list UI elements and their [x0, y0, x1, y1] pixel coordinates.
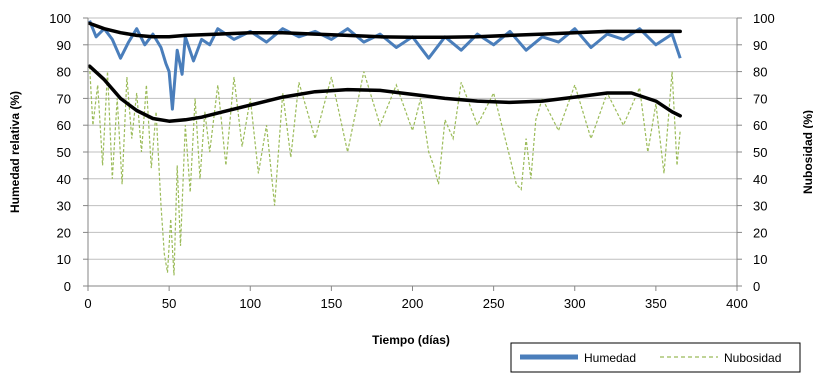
- x-tick-label-4: 200: [402, 296, 424, 311]
- y2-tick-label-6: 60: [753, 118, 767, 133]
- grid-lines: [88, 17, 737, 260]
- x-tick-labels: 0 50 100 150 200 250 300 350 400: [84, 296, 747, 311]
- x-tick-label-7: 350: [645, 296, 667, 311]
- x-tick-label-6: 300: [564, 296, 586, 311]
- y-tick-label-9: 90: [57, 38, 71, 53]
- axes: [83, 17, 742, 291]
- y-tick-label-7: 70: [57, 91, 71, 106]
- x-tick-label-5: 250: [483, 296, 505, 311]
- y2-tick-label-3: 30: [753, 199, 767, 214]
- trend-line-nubosidad: [87, 64, 682, 123]
- nubosidad-series: [89, 66, 681, 276]
- x-axis-label: Tiempo (días): [372, 333, 450, 347]
- trend-line-humedad: [87, 21, 682, 40]
- y2-tick-label-10: 100: [753, 11, 775, 26]
- x-tick-label-8: 400: [726, 296, 748, 311]
- x-tick-label-1: 50: [162, 296, 176, 311]
- y-tick-label-2: 20: [57, 225, 71, 240]
- y2-tick-label-5: 50: [753, 145, 767, 160]
- legend-nubosidad-label: Nubosidad: [724, 351, 781, 365]
- legend-humedad-label: Humedad: [584, 351, 636, 365]
- y2-axis-label: Nubosidad (%): [801, 110, 813, 194]
- y2-tick-label-2: 20: [753, 225, 767, 240]
- y-tick-label-4: 40: [57, 172, 71, 187]
- y2-tick-label-8: 80: [753, 65, 767, 80]
- humedad-line: [88, 20, 682, 111]
- x-tick-label-2: 100: [239, 296, 261, 311]
- y-tick-label-8: 80: [57, 65, 71, 80]
- y2-tick-label-4: 40: [753, 172, 767, 187]
- y-tick-label-1: 10: [57, 252, 71, 267]
- y-tick-label-10: 100: [49, 11, 71, 26]
- legend: Humedad Nubosidad: [510, 342, 801, 373]
- y-tick-label-0: 0: [64, 279, 71, 294]
- y-tick-labels: 0 10 20 30 40 50 60 70 80 90 100: [49, 11, 71, 294]
- y2-tick-labels: 0 10 20 30 40 50 60 70 80 90 100: [753, 11, 775, 294]
- y2-tick-label-9: 90: [753, 38, 767, 53]
- y-tick-label-6: 60: [57, 118, 71, 133]
- x-tick-label-3: 150: [321, 296, 343, 311]
- y-tick-label-3: 30: [57, 199, 71, 214]
- y2-tick-label-1: 10: [753, 252, 767, 267]
- y-axis-label: Humedad relativa (%): [8, 91, 22, 213]
- humedad-series: [88, 20, 682, 111]
- y2-tick-label-0: 0: [753, 279, 760, 294]
- x-tick-label-0: 0: [84, 296, 91, 311]
- y2-tick-label-7: 70: [753, 91, 767, 106]
- y-tick-label-5: 50: [57, 145, 71, 160]
- trend-lines: [87, 21, 682, 123]
- nubosidad-line: [89, 66, 681, 276]
